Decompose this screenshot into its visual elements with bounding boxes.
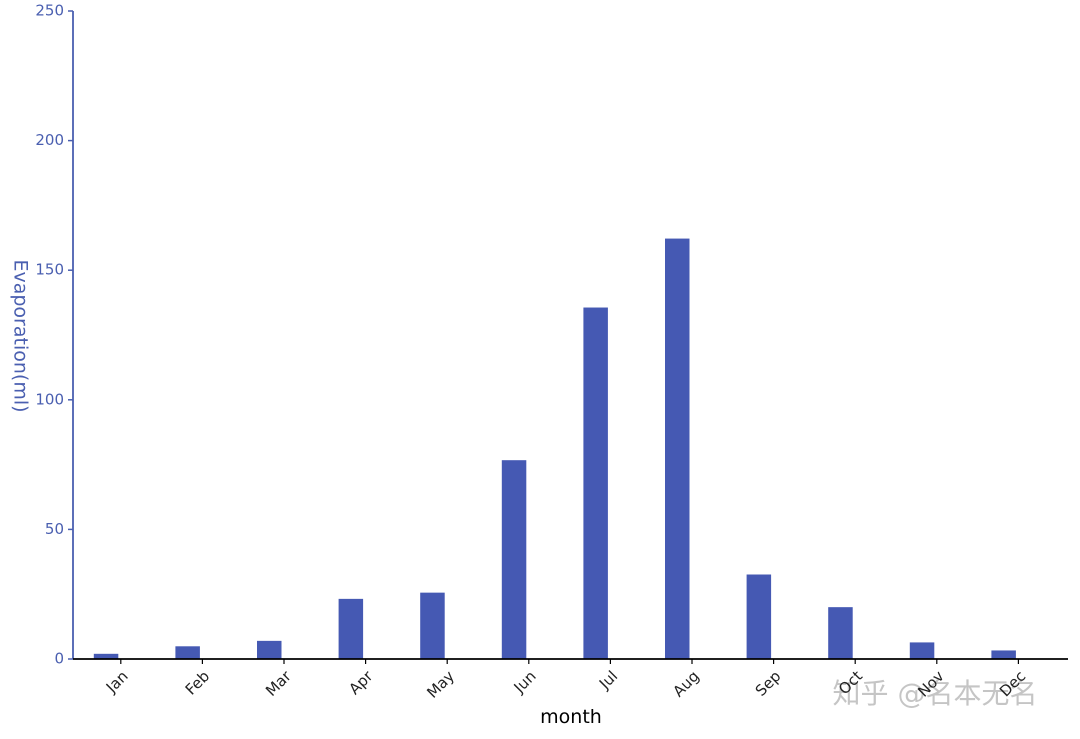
bar (93, 653, 119, 659)
bar (665, 238, 690, 659)
x-tick-label: May (423, 667, 458, 702)
watermark: 知乎 @名本无名 (833, 677, 1038, 710)
y-tick-label: 100 (35, 390, 64, 408)
x-tick-label: Jul (595, 667, 621, 693)
bar (583, 307, 608, 659)
x-tick-label: Feb (182, 667, 214, 699)
y-tick-label: 50 (45, 520, 64, 538)
x-tick-label: Mar (262, 667, 295, 700)
bar (909, 642, 935, 659)
x-tick-label: Jun (510, 667, 540, 697)
bar (257, 640, 282, 659)
y-tick-label: 250 (35, 2, 64, 20)
bar (420, 592, 445, 659)
x-tick-label: Aug (669, 667, 702, 700)
y-axis-title: Evaporation(ml) (10, 259, 32, 412)
bar (338, 598, 364, 659)
bar (828, 607, 853, 659)
bar (746, 574, 772, 659)
x-tick-label: Apr (345, 667, 377, 699)
bar (991, 650, 1016, 659)
bar (501, 460, 527, 659)
x-axis-title: month (540, 706, 602, 728)
bar (175, 646, 200, 659)
x-tick-label: Sep (752, 667, 785, 700)
y-tick-label: 150 (35, 261, 64, 279)
y-tick-label: 0 (54, 650, 64, 668)
y-tick-label: 200 (35, 131, 64, 149)
x-tick-label: Jan (102, 667, 132, 697)
